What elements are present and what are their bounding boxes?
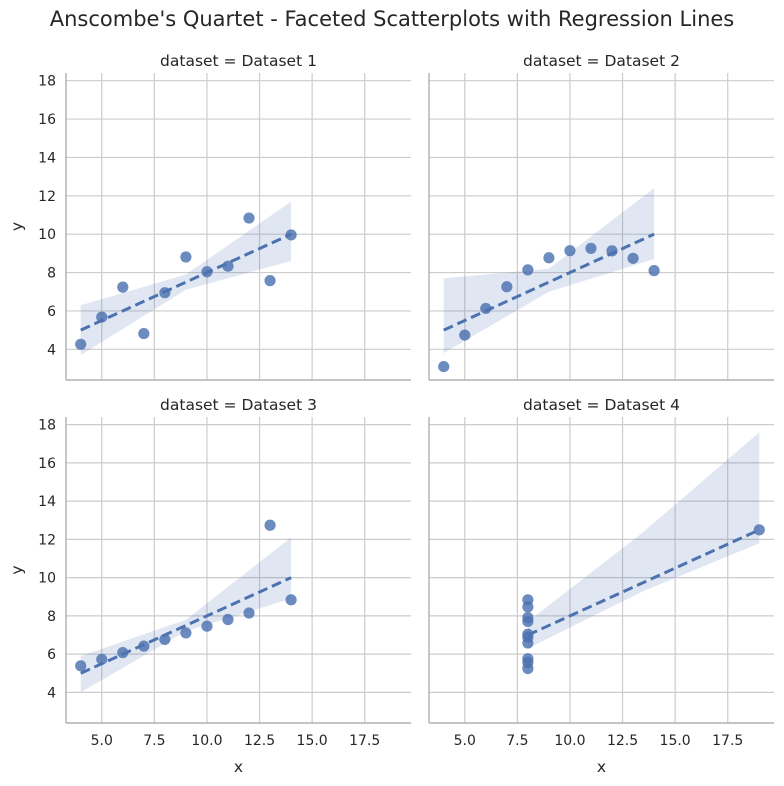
facet-panel-3: dataset = Dataset 3 5.0 7.5 10.0 12.5 15.0 17.… [8, 396, 411, 776]
data-point [522, 656, 534, 669]
data-point [138, 327, 150, 340]
data-point [117, 281, 129, 293]
y-tick-label: 12 [38, 189, 56, 205]
figure-title: Anscombe's Quartet - Faceted Scatterplot… [50, 7, 735, 31]
x-tick-label: 5.0 [91, 733, 113, 749]
y-tick-label: 18 [38, 418, 56, 434]
data-point [564, 245, 576, 257]
x-tick-label: 10.0 [554, 733, 585, 749]
data-point [180, 627, 192, 639]
data-point [522, 264, 534, 276]
confidence-band [80, 537, 292, 693]
facet-panel-4: dataset = Dataset 4 5.0 7.5 10.0 12.5 15.0 17.… [428, 396, 774, 776]
data-point [75, 660, 87, 672]
data-point [543, 252, 555, 264]
y-tick-label: 8 [47, 609, 56, 625]
data-point [501, 281, 513, 293]
data-point [222, 613, 234, 626]
facet-title: dataset = Dataset 3 [160, 396, 317, 414]
y-tick-label: 8 [47, 266, 56, 282]
y-tick-label: 18 [38, 74, 56, 90]
data-point [522, 601, 534, 613]
x-tick-label: 7.5 [143, 733, 165, 749]
y-axis-label: y [8, 222, 26, 231]
data-point [264, 519, 276, 531]
y-tick-label: 4 [47, 342, 56, 358]
data-point [243, 212, 255, 224]
data-point [96, 311, 108, 323]
y-tick-label: 10 [38, 227, 56, 243]
x-tick-label: 15.0 [297, 733, 328, 749]
y-tick-label: 14 [38, 150, 56, 166]
regression-line [80, 576, 292, 675]
x-tick-label: 7.5 [506, 733, 528, 749]
y-axis-label: y [8, 565, 26, 574]
facet-title: dataset = Dataset 1 [160, 52, 317, 70]
y-tick-label: 16 [38, 456, 56, 472]
data-point [459, 329, 471, 341]
data-point [753, 524, 765, 536]
regression-line [443, 232, 655, 332]
x-tick-label: 12.5 [607, 733, 638, 749]
facet-panel-2: dataset = Dataset 2 [428, 52, 774, 381]
data-point [264, 275, 276, 287]
data-point [648, 265, 660, 277]
data-point [285, 594, 297, 606]
x-tick-label: 10.0 [191, 733, 222, 749]
regression-line [527, 528, 760, 637]
data-point [243, 607, 255, 619]
data-point [180, 251, 192, 263]
data-point [201, 620, 213, 632]
facet-panel-1: dataset = Dataset 1 4 6 8 10 12 14 16 18 y [8, 52, 411, 381]
data-point [585, 242, 597, 254]
regression-line [80, 232, 292, 332]
confidence-band [443, 188, 655, 354]
confidence-band [527, 432, 760, 649]
data-point [627, 252, 639, 264]
x-tick-label: 17.5 [712, 733, 743, 749]
facet-title: dataset = Dataset 2 [523, 52, 680, 70]
data-point [96, 653, 108, 665]
data-point [159, 633, 171, 646]
x-axis-label: x [597, 758, 606, 776]
confidence-band [80, 201, 292, 356]
data-point [438, 360, 450, 373]
y-tick-label: 4 [47, 685, 56, 701]
x-tick-label: 17.5 [349, 733, 380, 749]
y-tick-label: 6 [47, 304, 56, 320]
facet-title: dataset = Dataset 4 [523, 396, 680, 414]
data-point [522, 612, 534, 624]
data-point [75, 338, 87, 350]
y-tick-label: 14 [38, 494, 56, 510]
y-tick-label: 16 [38, 112, 56, 128]
x-tick-label: 5.0 [454, 733, 476, 749]
x-tick-label: 15.0 [660, 733, 691, 749]
x-tick-label: 12.5 [244, 733, 275, 749]
y-tick-label: 6 [47, 647, 56, 663]
y-tick-label: 10 [38, 571, 56, 587]
x-axis-label: x [234, 758, 243, 776]
y-tick-label: 12 [38, 532, 56, 548]
facet-grid: dataset = Dataset 14681012141618ydataset… [8, 52, 774, 776]
